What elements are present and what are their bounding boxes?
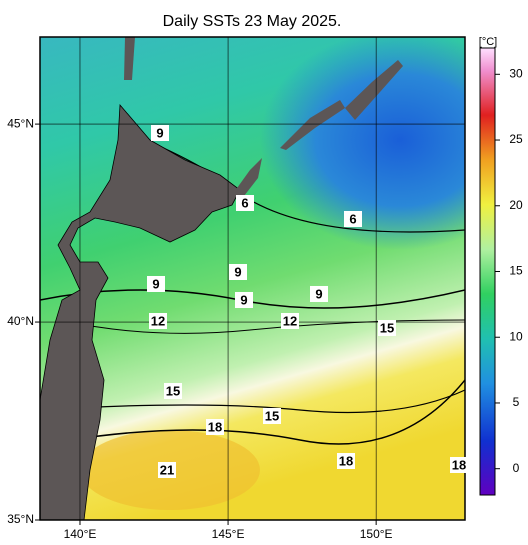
y-tick-label: 40°N: [7, 314, 34, 328]
contour-label: 9: [240, 292, 247, 307]
contour-label-bg: [235, 292, 253, 308]
contour: [69, 379, 465, 445]
contour-label: 9: [152, 276, 159, 291]
colorbar-tick-label: 10: [509, 329, 523, 343]
contour-label-bg: [263, 408, 281, 424]
contour-label-bg: [337, 453, 355, 469]
colorbar: [479, 47, 496, 496]
contour-label: 18: [452, 457, 466, 472]
contour-label: 12: [151, 313, 165, 328]
land: [40, 103, 241, 520]
contour-label-bg: [378, 320, 396, 336]
colorbar-tick-label: 25: [509, 132, 523, 146]
contour-label-bg: [147, 276, 165, 292]
contour-label: 15: [166, 383, 180, 398]
y-tick-label: 35°N: [7, 512, 34, 526]
colorbar-unit: [°C]: [479, 36, 497, 48]
contour-label: 6: [349, 211, 356, 226]
contour-label: 18: [339, 453, 353, 468]
contour: [59, 319, 465, 334]
contour-label-bg: [149, 313, 167, 329]
x-tick-label: 140°E: [64, 527, 97, 541]
contour-label-bg: [206, 419, 224, 435]
title: Daily SSTs 23 May 2025.: [163, 13, 342, 30]
map-field: [40, 37, 465, 520]
contour-label: 12: [283, 313, 297, 328]
contour-label-bg: [281, 313, 299, 329]
colorbar-tick-label: 15: [509, 264, 523, 278]
land: [280, 100, 345, 150]
contour-label: 9: [156, 125, 163, 140]
contour-label: 9: [234, 264, 241, 279]
colorbar-tick-label: 30: [509, 66, 523, 80]
contour-label-bg: [344, 211, 362, 227]
contour-label: 18: [208, 419, 222, 434]
contour-label-bg: [151, 125, 169, 141]
contour-label-bg: [158, 462, 176, 478]
contour-label: 15: [380, 320, 394, 335]
colorbar-tick-label: 20: [509, 198, 523, 212]
contour: [40, 389, 465, 414]
y-tick-label: 45°N: [7, 116, 34, 130]
x-tick-label: 145°E: [212, 527, 245, 541]
contour-label-bg: [229, 264, 247, 280]
contour-label: 15: [265, 408, 279, 423]
contour-label: 21: [160, 462, 174, 477]
cold-water: [260, 37, 465, 250]
contour-label: 6: [241, 195, 248, 210]
contour-label: 9: [315, 286, 322, 301]
colorbar-tick-label: 0: [513, 461, 520, 475]
contour-label-bg: [450, 457, 468, 473]
contour-label-bg: [310, 286, 328, 302]
x-tick-label: 150°E: [360, 527, 393, 541]
land: [232, 158, 262, 196]
colorbar-tick-label: 5: [513, 395, 520, 409]
land: [345, 60, 403, 120]
contour-label-bg: [164, 383, 182, 399]
contour-label-bg: [236, 195, 254, 211]
land: [124, 37, 135, 80]
